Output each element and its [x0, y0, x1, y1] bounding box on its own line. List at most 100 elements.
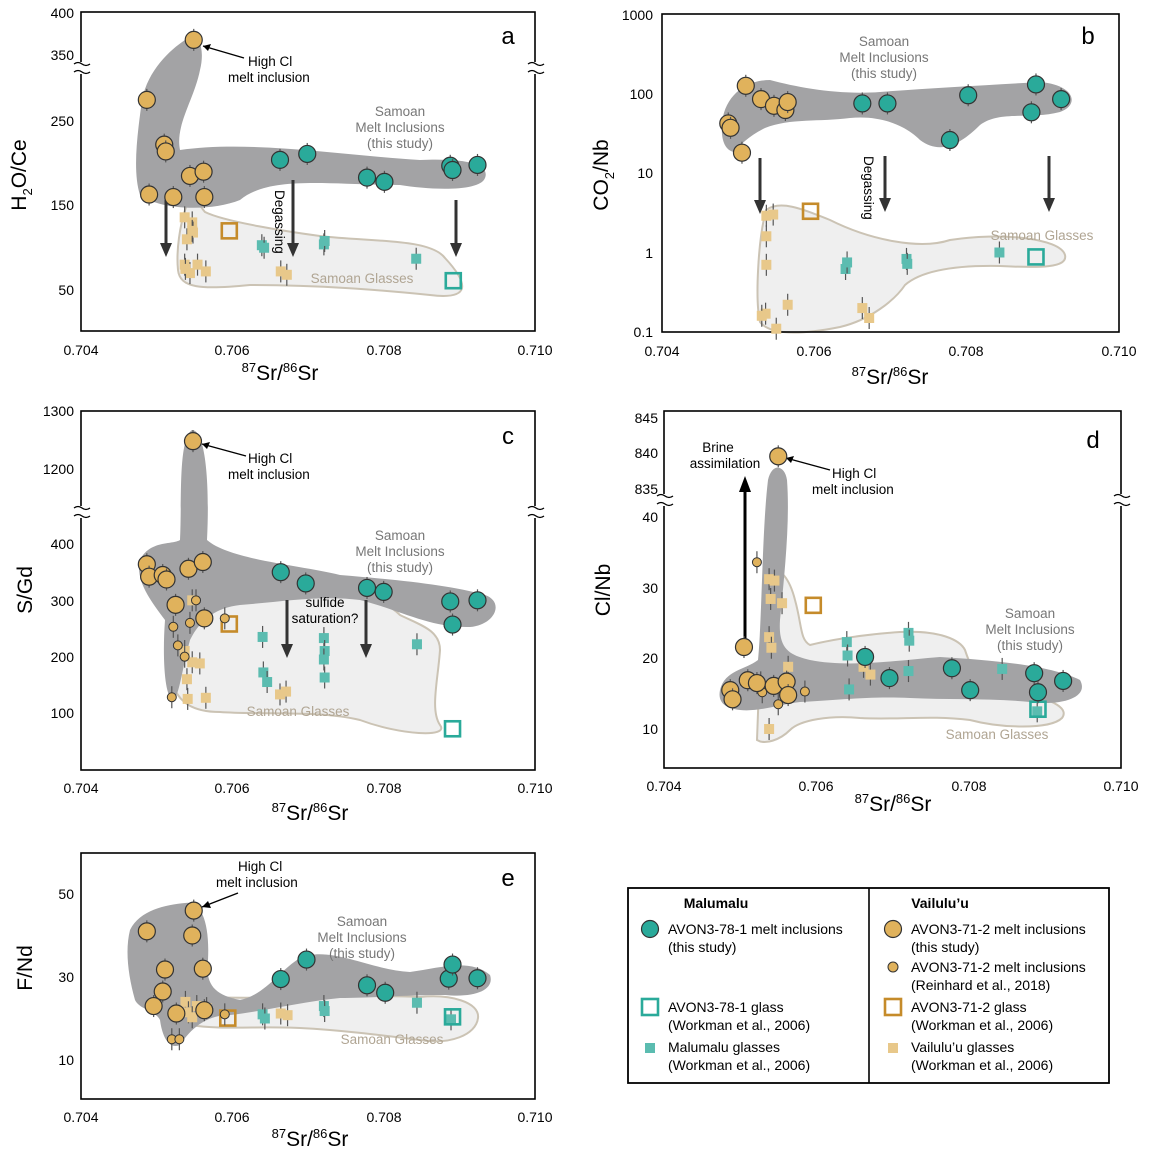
break-mark-left: [73, 61, 91, 75]
data-point-square: [783, 661, 794, 672]
high-cl-arrow: [202, 45, 245, 59]
y-tick: 835: [635, 481, 659, 497]
data-point-square: [903, 627, 914, 638]
arrowhead: [202, 901, 211, 908]
process-label: sulfide saturation?: [292, 595, 359, 626]
high-cl-label: High Cl melt inclusion: [228, 451, 310, 482]
legend-marker-vailulu-reinhard: [887, 961, 899, 973]
data-point-square: [997, 663, 1008, 674]
data-point-square: [182, 693, 193, 704]
legend-label: AVON3-71-2 glass: [911, 999, 1027, 1015]
glass-label: Samoan Glasses: [247, 704, 350, 719]
melt-inclusion-field: [127, 902, 491, 1046]
legend-marker-malumalu-glasses: [645, 1043, 655, 1053]
legend-label: Malumalu glasses: [668, 1039, 780, 1055]
data-point-circle: [155, 960, 175, 979]
data-point-square: [771, 323, 782, 334]
data-point-circle: [167, 1004, 186, 1023]
y-tick: 10: [58, 1052, 74, 1068]
y-tick: 10: [637, 165, 653, 181]
y-tick: 1200: [43, 461, 74, 477]
data-point-circle: [157, 570, 176, 589]
data-point-square: [761, 210, 772, 221]
data-point-square: [904, 635, 915, 646]
x-axis-label: 87Sr/86Sr: [852, 364, 929, 389]
data-point-square: [194, 658, 205, 669]
data-point-square: [857, 303, 868, 314]
melt-inclusion-label: Samoan Melt Inclusions (this study): [985, 606, 1075, 653]
data-point-square: [865, 669, 876, 680]
data-point-circle: [374, 582, 393, 601]
data-point-square: [259, 1013, 270, 1024]
data-point-square: [842, 257, 853, 268]
process-label: Degassing: [272, 190, 287, 254]
data-point-circle: [174, 1034, 185, 1045]
data-point-square: [764, 724, 775, 734]
data-point-square: [443, 1008, 462, 1026]
data-points: [137, 899, 487, 1051]
panel-c: 1300 1200 400 300 200 100 0.704 0.706 0.…: [14, 403, 553, 825]
glass-field: [755, 568, 1065, 743]
plot-frame: [80, 410, 536, 771]
plot-frame: [80, 11, 536, 332]
legend-label: AVON3-78-1 melt inclusions: [668, 921, 843, 937]
x-tick: 0.706: [796, 343, 831, 359]
sulfide-arrows: [281, 600, 372, 658]
data-point-square: [761, 259, 772, 270]
data-point-square: [259, 242, 270, 253]
y-tick: 250: [51, 113, 75, 129]
data-point-circle: [1026, 75, 1046, 94]
y-tick: 350: [51, 47, 75, 63]
legend-title-malumalu: Malumalu: [684, 895, 749, 911]
data-point-square: [756, 310, 767, 321]
data-point-circle: [1054, 671, 1073, 691]
data-point-circle: [137, 90, 156, 109]
data-point-square: [761, 231, 772, 242]
x-tick: 0.708: [951, 778, 986, 794]
data-point-circle: [219, 613, 230, 624]
data-point-circle: [468, 155, 487, 175]
x-axis-label: 87Sr/86Sr: [855, 791, 932, 816]
data-point-circle: [195, 609, 214, 628]
melt-inclusion-label: Samoan Melt Inclusions (this study): [355, 528, 445, 575]
break-mark-left: [73, 505, 91, 519]
data-point-square: [275, 266, 286, 277]
y-tick: 100: [630, 86, 654, 102]
legend-marker-malumalu-mi: [640, 919, 660, 939]
break-mark-right: [1113, 493, 1131, 507]
data-point-square: [187, 657, 198, 668]
x-tick: 0.708: [366, 342, 401, 358]
x-tick: 0.706: [798, 778, 833, 794]
y-tick: 840: [635, 445, 659, 461]
data-point-square: [275, 689, 286, 700]
data-point-circle: [751, 557, 762, 568]
y-tick: 30: [58, 969, 74, 985]
x-tick: 0.710: [1101, 343, 1136, 359]
legend-label: (Workman et al., 2006): [911, 1017, 1053, 1033]
data-point-circle: [137, 922, 156, 941]
data-point-square: [319, 235, 330, 246]
x-tick: 0.708: [948, 343, 983, 359]
data-point-circle: [878, 94, 897, 113]
data-point-square: [804, 596, 823, 615]
data-point-circle: [855, 647, 875, 667]
data-points: [721, 445, 1073, 740]
data-point-circle: [194, 162, 213, 181]
data-point-circle: [183, 432, 203, 451]
data-point-square: [902, 258, 913, 269]
data-point-circle: [219, 1009, 230, 1020]
data-point-circle: [296, 574, 315, 593]
process-label: Degassing: [861, 156, 876, 220]
break-mark-right: [527, 61, 545, 75]
data-point-circle: [736, 76, 755, 95]
y-tick: 50: [58, 886, 74, 902]
data-point-circle: [747, 673, 767, 693]
data-point-circle: [732, 143, 752, 162]
arrowhead: [203, 44, 211, 51]
x-tick: 0.708: [366, 1109, 401, 1125]
y-tick: 0.1: [634, 324, 654, 340]
x-tick: 0.710: [1103, 778, 1138, 794]
data-point-circle: [773, 699, 784, 710]
data-point-square: [444, 271, 463, 290]
x-tick: 0.704: [63, 342, 98, 358]
